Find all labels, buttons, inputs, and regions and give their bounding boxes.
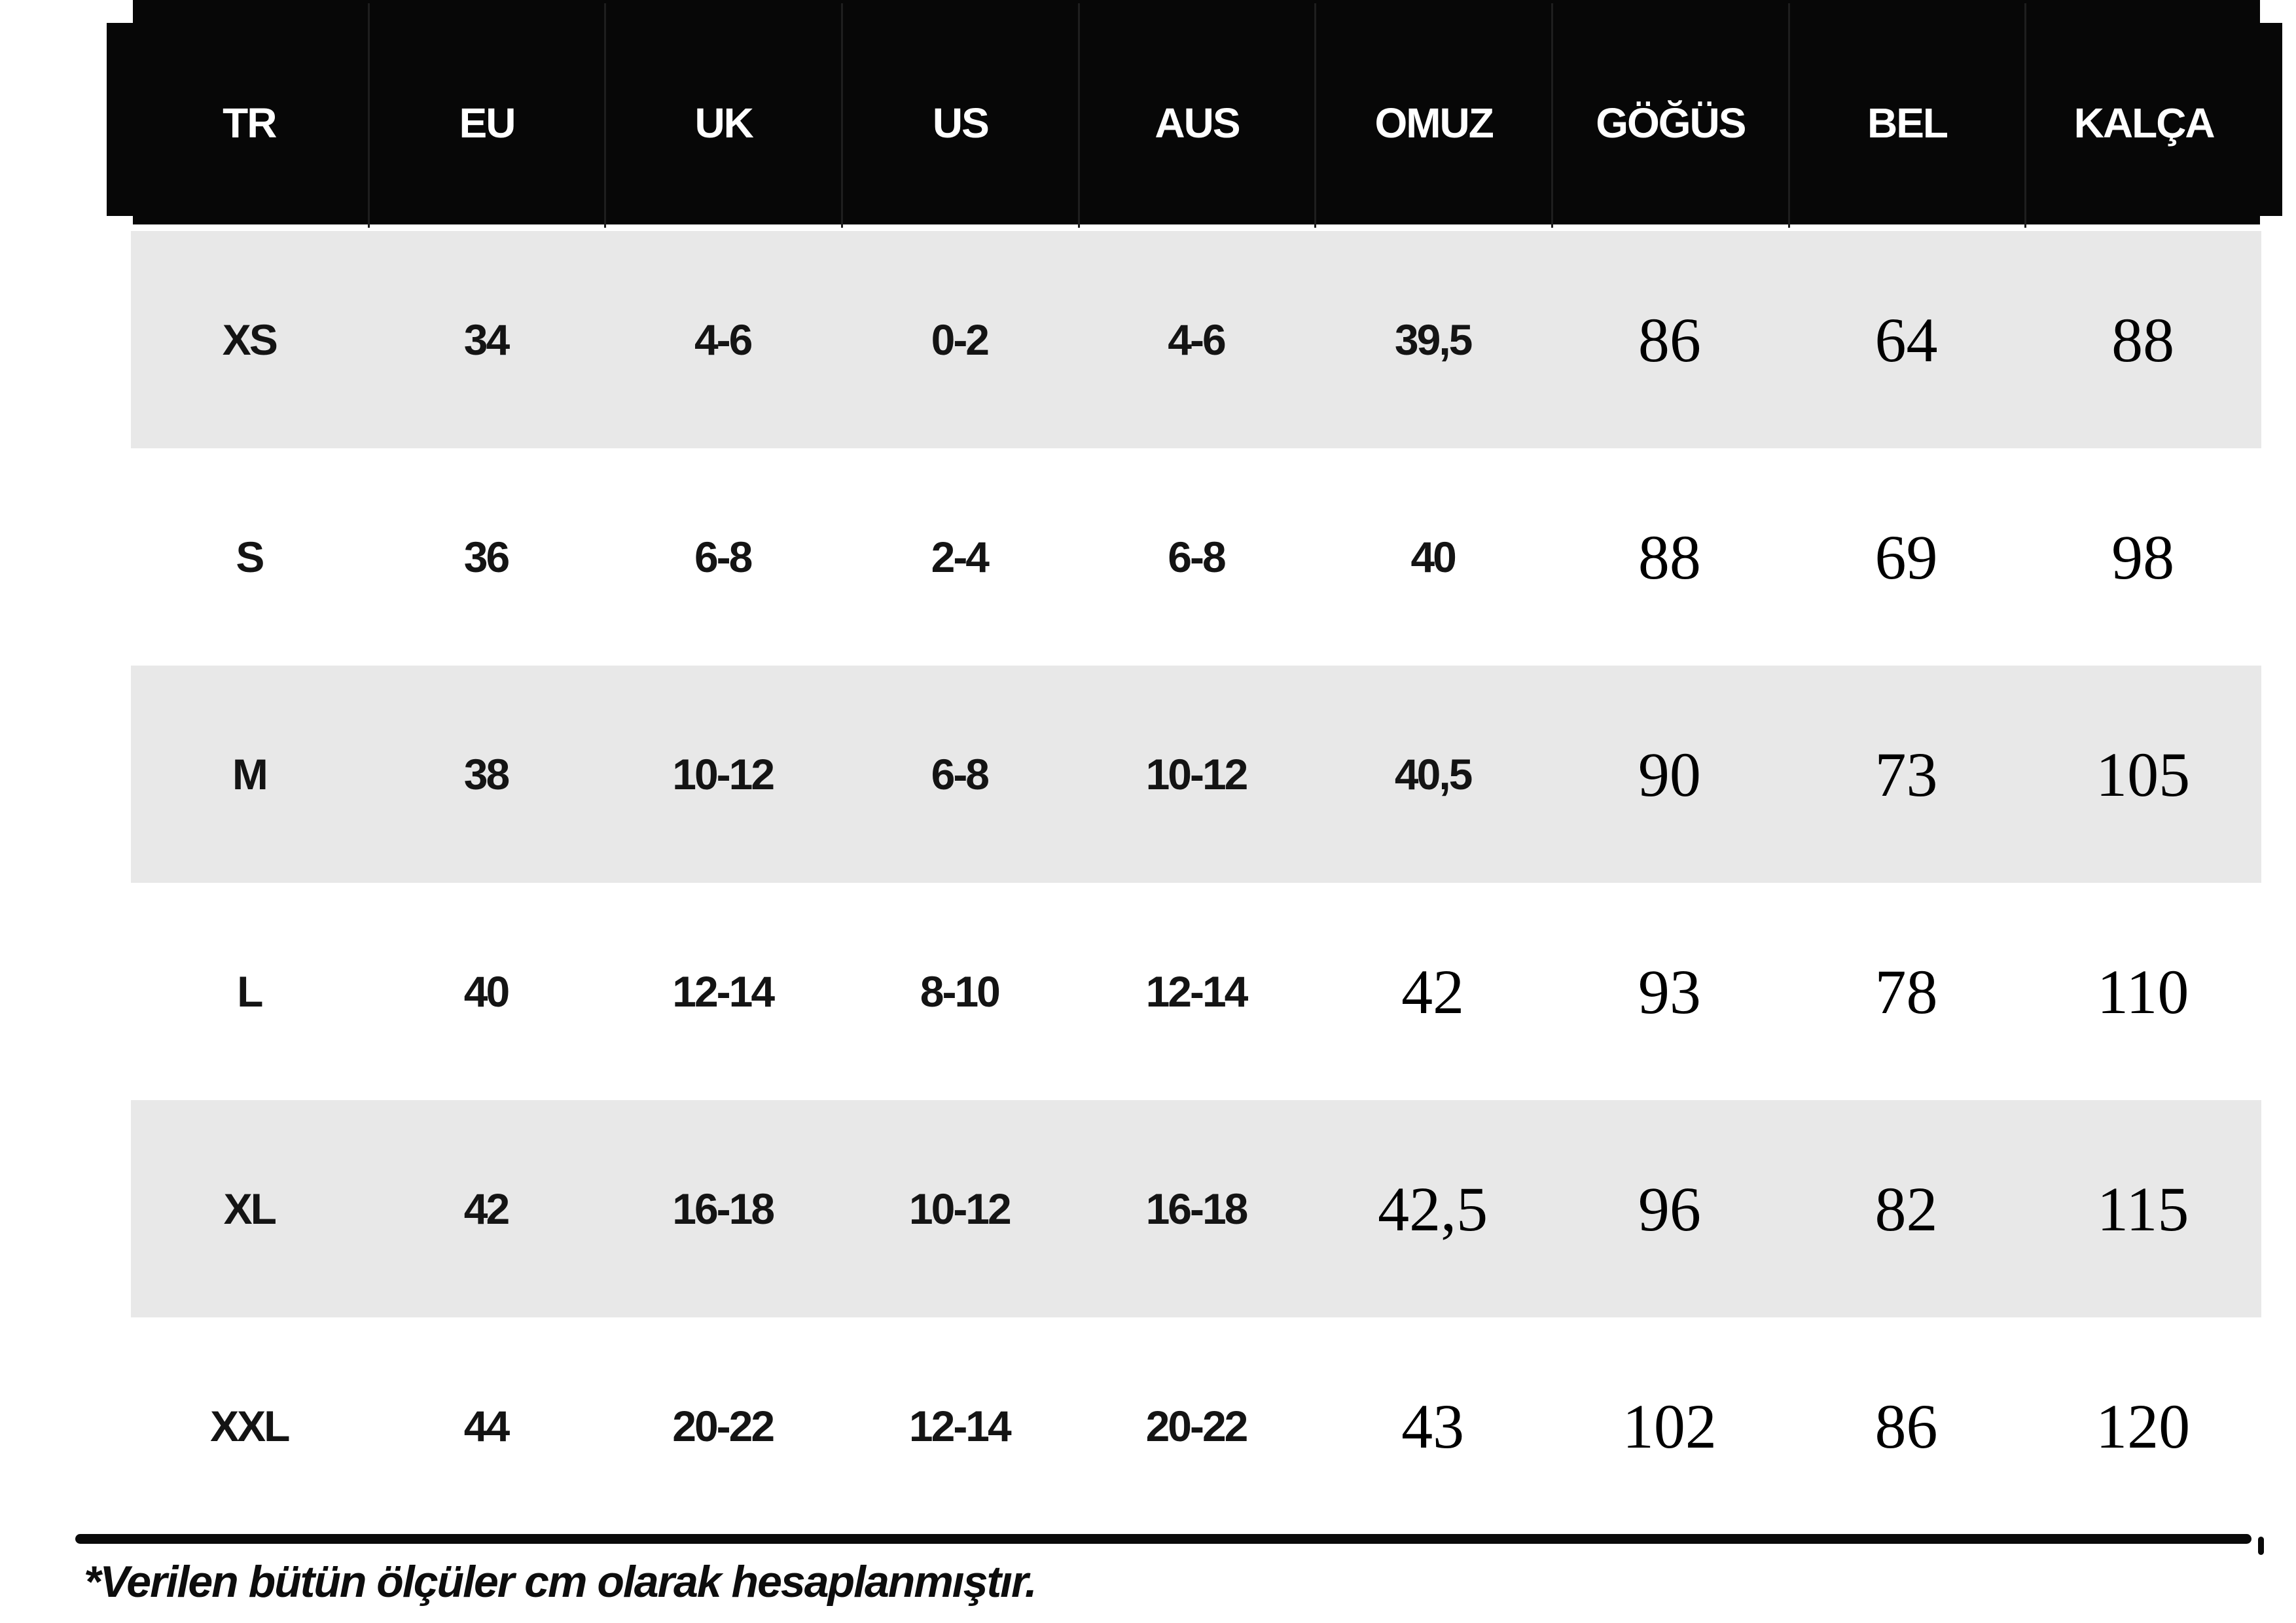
table-cell: 43 [1401, 1391, 1465, 1461]
table-cell: 98 [2111, 522, 2175, 592]
footnote-text: *Verilen bütün ölçüler cm olarak hesapla… [84, 1557, 1037, 1607]
size-chart-table: TR EU UK US AUS OMUZ GÖĞÜS BEL KALÇA XS … [131, 0, 2261, 1535]
table-cell: 8-10 [920, 967, 1001, 1016]
header-cell-kalca: KALÇA [2024, 3, 2261, 228]
header-cell-tr: TR [223, 99, 277, 147]
table-cell: L [237, 967, 263, 1016]
table-cell: 38 [463, 750, 510, 798]
table-cell: 88 [2111, 304, 2175, 375]
table-cell: 4-6 [1168, 315, 1226, 364]
table-cell: 42 [463, 1185, 510, 1233]
header-cell-eu: EU [367, 3, 605, 228]
table-cell: 40 [463, 967, 510, 1016]
table-cell: 10-12 [672, 750, 775, 798]
row-s: S 36 6-8 2-4 6-8 40 88 69 98 [131, 448, 2261, 666]
table-cell: 40,5 [1394, 750, 1473, 798]
table-cell: 93 [1638, 956, 1701, 1027]
table-cell: 44 [463, 1402, 510, 1450]
table-cell: 78 [1874, 956, 1938, 1027]
table-cell: 16-18 [672, 1185, 775, 1233]
row-l: L 40 12-14 8-10 12-14 42 93 78 110 [131, 883, 2261, 1100]
table-cell: XXL [210, 1402, 290, 1450]
table-cell: 12-14 [672, 967, 775, 1016]
table-cell: 6-8 [1168, 533, 1226, 581]
table-cell: 0-2 [931, 315, 990, 364]
table-cell: 2-4 [931, 533, 990, 581]
header-band [107, 0, 2282, 224]
table-cell: XS [222, 315, 278, 364]
row-xl: XL 42 16-18 10-12 16-18 42,5 96 82 115 [131, 1100, 2261, 1317]
table-cell: 34 [463, 315, 510, 364]
header-cell-gogus: GÖĞÜS [1551, 3, 1788, 228]
table-cell: 86 [1638, 304, 1701, 375]
table-cell: XL [223, 1185, 277, 1233]
table-cell: 20-22 [672, 1402, 775, 1450]
header-cell-us: US [840, 3, 1078, 228]
row-xxl: XXL 44 20-22 12-14 20-22 43 102 86 120 [131, 1317, 2261, 1535]
table-cell: 86 [1874, 1391, 1938, 1461]
table-cell: 10-12 [908, 1185, 1012, 1233]
table-cell: 36 [463, 533, 510, 581]
table-cell: 42 [1401, 956, 1465, 1027]
table-cell: 88 [1638, 522, 1701, 592]
table-cell: 10-12 [1145, 750, 1249, 798]
table-cell: 110 [2096, 956, 2189, 1027]
table-cell: 42,5 [1378, 1173, 1488, 1244]
table-cell: 20-22 [1145, 1402, 1249, 1450]
table-cell: 6-8 [931, 750, 990, 798]
table-cell: 4-6 [694, 315, 753, 364]
table-cell: 12-14 [1145, 967, 1249, 1016]
table-cell: 82 [1874, 1173, 1938, 1244]
table-cell: 115 [2096, 1173, 2189, 1244]
table-cell: 73 [1874, 739, 1938, 810]
header-cell-bel: BEL [1787, 3, 2025, 228]
table-cell: 39,5 [1394, 315, 1473, 364]
table-cell: 40 [1410, 533, 1456, 581]
table-cell: S [236, 533, 264, 581]
table-cell: 6-8 [694, 533, 753, 581]
table-cell: 90 [1638, 739, 1701, 810]
row-m: M 38 10-12 6-8 10-12 40,5 90 73 105 [131, 666, 2261, 883]
table-header-row: TR EU UK US AUS OMUZ GÖĞÜS BEL KALÇA [131, 0, 2261, 231]
header-cell-omuz: OMUZ [1314, 3, 1551, 228]
table-cell: 102 [1622, 1391, 1717, 1461]
header-cell-uk: UK [604, 3, 841, 228]
table-cell: 12-14 [908, 1402, 1012, 1450]
table-cell: 69 [1874, 522, 1938, 592]
table-cell: 64 [1874, 304, 1938, 375]
table-cell: 16-18 [1145, 1185, 1249, 1233]
divider-tick [2258, 1537, 2264, 1555]
table-cell: 105 [2096, 739, 2191, 810]
divider-line [75, 1534, 2251, 1544]
table-cell: 96 [1638, 1173, 1701, 1244]
table-cell: 120 [2096, 1391, 2191, 1461]
header-cell-aus: AUS [1077, 3, 1315, 228]
table-cell: M [232, 750, 268, 798]
row-xs: XS 34 4-6 0-2 4-6 39,5 86 64 88 [131, 231, 2261, 448]
